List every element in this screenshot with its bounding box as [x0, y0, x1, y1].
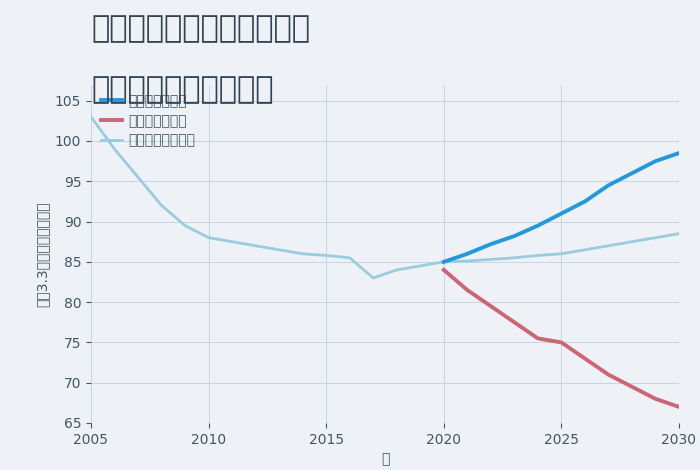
ノーマルシナリオ — [651, 235, 659, 241]
ノーマルシナリオ — [111, 146, 119, 152]
バッドシナリオ — [651, 396, 659, 402]
Line: グッドシナリオ: グッドシナリオ — [444, 153, 679, 262]
ノーマルシナリオ — [675, 231, 683, 236]
ノーマルシナリオ — [369, 275, 377, 281]
バッドシナリオ — [510, 320, 519, 325]
バッドシナリオ — [675, 404, 683, 410]
ノーマルシナリオ — [158, 203, 166, 208]
ノーマルシナリオ — [510, 255, 519, 261]
ノーマルシナリオ — [416, 263, 424, 269]
Line: バッドシナリオ: バッドシナリオ — [444, 270, 679, 407]
Y-axis label: 坪（3.3㎡）単価（万円）: 坪（3.3㎡）単価（万円） — [35, 201, 49, 306]
ノーマルシナリオ — [87, 114, 95, 120]
ノーマルシナリオ — [322, 252, 330, 258]
ノーマルシナリオ — [346, 255, 354, 261]
グッドシナリオ — [628, 171, 636, 176]
ノーマルシナリオ — [557, 251, 566, 257]
グッドシナリオ — [486, 241, 495, 247]
バッドシナリオ — [533, 336, 542, 341]
グッドシナリオ — [463, 251, 472, 257]
ノーマルシナリオ — [181, 223, 189, 228]
ノーマルシナリオ — [393, 267, 401, 273]
Line: ノーマルシナリオ: ノーマルシナリオ — [91, 117, 679, 278]
ノーマルシナリオ — [604, 243, 612, 249]
バッドシナリオ — [581, 356, 589, 361]
グッドシナリオ — [510, 233, 519, 239]
グッドシナリオ — [604, 182, 612, 188]
ノーマルシナリオ — [134, 174, 142, 180]
バッドシナリオ — [604, 372, 612, 377]
ノーマルシナリオ — [228, 239, 237, 244]
グッドシナリオ — [581, 199, 589, 204]
グッドシナリオ — [440, 259, 448, 265]
バッドシナリオ — [557, 340, 566, 345]
グッドシナリオ — [651, 158, 659, 164]
グッドシナリオ — [557, 211, 566, 216]
Legend: グッドシナリオ, バッドシナリオ, ノーマルシナリオ: グッドシナリオ, バッドシナリオ, ノーマルシナリオ — [98, 92, 198, 150]
バッドシナリオ — [463, 287, 472, 293]
Text: 中古戸建ての価格推移: 中古戸建ての価格推移 — [91, 75, 274, 104]
ノーマルシナリオ — [533, 252, 542, 258]
ノーマルシナリオ — [440, 259, 448, 265]
ノーマルシナリオ — [486, 257, 495, 262]
バッドシナリオ — [486, 303, 495, 309]
Text: 奈良県奈良市三条川西町の: 奈良県奈良市三条川西町の — [91, 14, 310, 43]
ノーマルシナリオ — [581, 247, 589, 252]
バッドシナリオ — [440, 267, 448, 273]
ノーマルシナリオ — [251, 243, 260, 249]
ノーマルシナリオ — [463, 258, 472, 264]
バッドシナリオ — [628, 384, 636, 390]
ノーマルシナリオ — [275, 247, 284, 252]
ノーマルシナリオ — [204, 235, 213, 241]
グッドシナリオ — [675, 150, 683, 156]
グッドシナリオ — [533, 223, 542, 228]
ノーマルシナリオ — [628, 239, 636, 244]
X-axis label: 年: 年 — [381, 452, 389, 466]
ノーマルシナリオ — [298, 251, 307, 257]
